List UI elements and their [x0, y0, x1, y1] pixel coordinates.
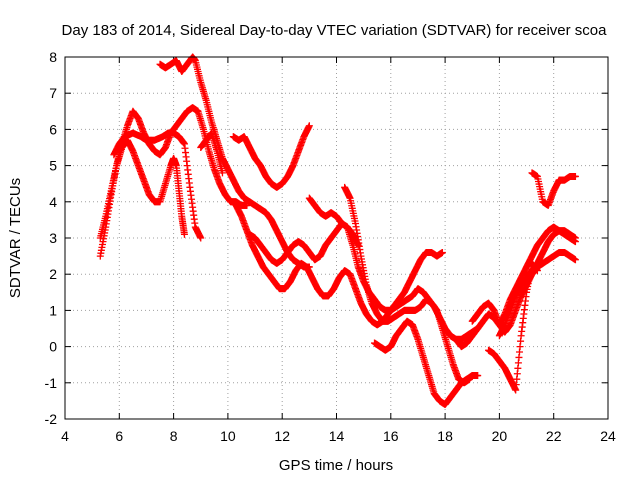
data-marks: [96, 53, 579, 409]
point-marker: [438, 248, 446, 256]
series-16: [528, 169, 579, 209]
point-marker: [197, 234, 205, 242]
y-tick-label: 0: [49, 339, 57, 355]
series-15: [495, 227, 579, 340]
point-marker: [571, 172, 579, 180]
x-tick-label: 8: [170, 428, 178, 444]
point-marker: [218, 169, 226, 177]
x-tick-label: 10: [220, 428, 236, 444]
point-marker: [474, 372, 482, 380]
point-marker: [180, 230, 188, 238]
y-tick-label: 6: [49, 121, 57, 137]
point-marker: [571, 234, 579, 242]
x-tick-label: 12: [274, 428, 290, 444]
y-tick-label: -1: [45, 375, 58, 391]
series-2: [96, 136, 188, 260]
point-marker: [571, 256, 579, 264]
y-tick-label: 3: [49, 230, 57, 246]
x-tick-label: 6: [115, 428, 123, 444]
ticks: [64, 56, 609, 420]
y-tick-label: 7: [49, 85, 57, 101]
series-5: [197, 129, 226, 177]
series-10: [341, 183, 474, 387]
x-tick-label: 20: [492, 428, 508, 444]
y-tick-label: 8: [49, 49, 57, 65]
y-tick-label: -2: [45, 411, 58, 427]
series-11: [371, 317, 482, 409]
x-tick-label: 22: [546, 428, 562, 444]
x-tick-label: 18: [437, 428, 453, 444]
y-tick-label: 2: [49, 266, 57, 282]
series-3: [110, 129, 205, 242]
x-tick-label: 14: [329, 428, 345, 444]
x-tick-label: 4: [61, 428, 69, 444]
x-tick-label: 24: [600, 428, 616, 444]
grid: [65, 57, 608, 419]
plot-frame: [64, 56, 609, 420]
chart-title: Day 183 of 2014, Sidereal Day-to-day VTE…: [62, 22, 608, 39]
point-marker: [305, 122, 313, 130]
y-tick-label: 5: [49, 158, 57, 174]
y-tick-label: 1: [49, 302, 57, 318]
x-axis-label: GPS time / hours: [279, 457, 393, 474]
series-6: [229, 122, 313, 191]
series-9: [305, 194, 362, 249]
x-tick-label: 16: [383, 428, 399, 444]
y-axis-label: SDTVAR / TECUs: [7, 178, 24, 298]
y-tick-label: 4: [49, 194, 57, 210]
